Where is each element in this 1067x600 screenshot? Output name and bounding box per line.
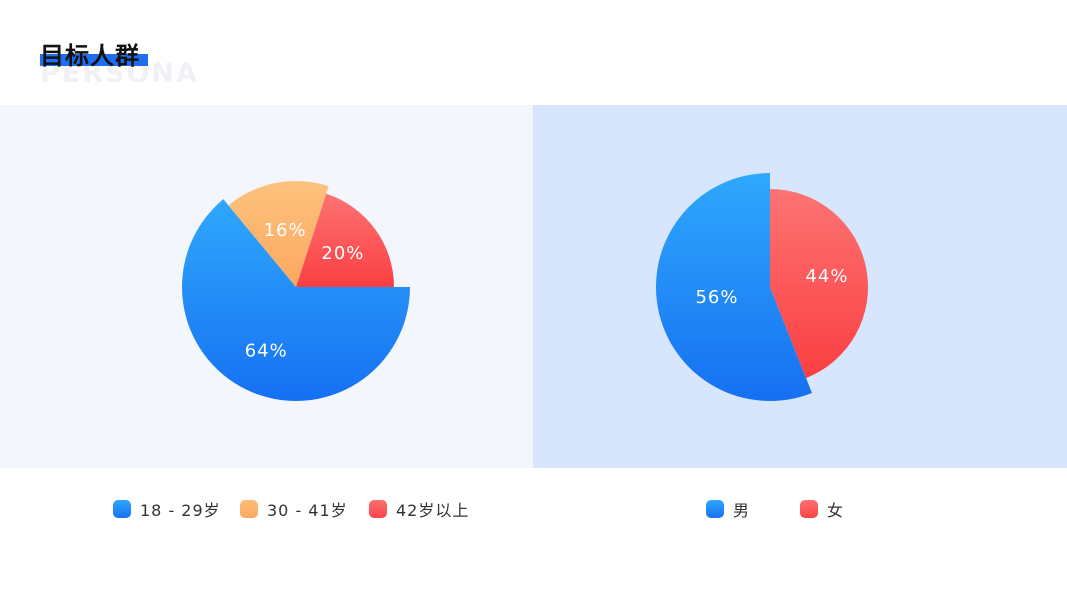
legend-label: 18 - 29岁 [140,501,221,520]
pie-slice-2 [296,193,394,287]
legend-item-female: 女 [800,497,844,521]
pie-slice-1 [770,189,868,379]
legend-swatch [706,500,724,518]
legend-label: 30 - 41岁 [267,501,348,520]
age-pie-chart: 64% 16% 20% [181,181,410,401]
legend-swatch [113,500,131,518]
pie-slice-0 [656,173,812,401]
age-chart-panel: 64% 16% 20% [0,105,533,468]
slice-label-2: 20% [321,243,364,264]
slice-label-0: 64% [245,340,288,361]
legend-label: 42岁以上 [396,501,470,520]
page-header: PERSONA 目标人群 [40,36,260,96]
legend-item-18-29: 18 - 29岁 [113,497,221,521]
legend-item-30-41: 30 - 41岁 [240,497,348,521]
gender-chart-panel: 56% 44% [533,105,1067,468]
legend-label: 男 [733,501,751,520]
age-legend: 18 - 29岁 30 - 41岁 42岁以上 [0,497,533,521]
slice-label-1: 16% [264,220,307,241]
legend-swatch [800,500,818,518]
legend-item-male: 男 [706,497,750,521]
title-accent-bar [40,54,148,66]
gender-pie-chart: 56% 44% [656,173,868,401]
legend-item-42-plus: 42岁以上 [369,497,469,521]
pie-slice-0 [181,199,410,401]
slice-label-1: 44% [805,266,848,287]
page-title: 目标人群 [40,42,140,70]
pie-slice-1 [228,181,329,287]
slice-label-0: 56% [695,287,738,308]
legend-swatch [240,500,258,518]
legend-label: 女 [827,501,845,520]
legend-swatch [369,500,387,518]
gender-legend: 男 女 [533,497,1067,521]
